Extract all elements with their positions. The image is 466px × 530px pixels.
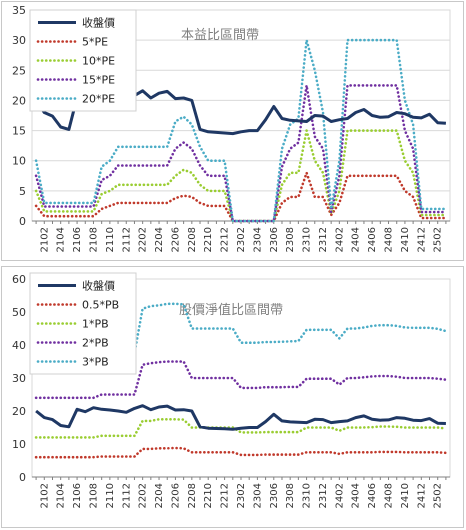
y-tick-label: 50 bbox=[12, 306, 26, 319]
x-tick-label: 2502 bbox=[433, 483, 444, 508]
x-tick-label: 2212 bbox=[220, 483, 231, 508]
x-tick-label: 2404 bbox=[351, 483, 362, 508]
x-tick-label: 2408 bbox=[384, 483, 395, 508]
x-tick-label: 2404 bbox=[351, 227, 362, 252]
chart-title: 股價淨值比區間帶 bbox=[179, 302, 283, 318]
x-tick-label: 2206 bbox=[170, 227, 181, 252]
x-tick-label: 2502 bbox=[433, 227, 444, 252]
series-line-3 bbox=[34, 84, 448, 223]
x-tick-label: 2208 bbox=[187, 227, 198, 252]
legend-label: 5*PE bbox=[82, 36, 108, 49]
x-tick-label: 2306 bbox=[269, 227, 280, 252]
legend-box bbox=[29, 9, 137, 112]
x-tick-label: 2412 bbox=[416, 227, 427, 252]
x-tick-label: 2104 bbox=[56, 483, 67, 508]
series-line-2 bbox=[34, 418, 448, 439]
x-tick-label: 2412 bbox=[416, 483, 427, 508]
x-tick-label: 2308 bbox=[285, 483, 296, 508]
x-tick-label: 2410 bbox=[400, 483, 411, 508]
x-tick-label: 2402 bbox=[334, 483, 345, 508]
x-tick-label: 2402 bbox=[334, 227, 345, 252]
legend-box bbox=[29, 272, 137, 375]
x-tick-label: 2112 bbox=[121, 483, 132, 508]
x-tick-label: 2202 bbox=[138, 483, 149, 508]
series-line-4 bbox=[34, 38, 448, 223]
series-line-3 bbox=[34, 360, 448, 400]
x-tick-label: 2310 bbox=[302, 483, 313, 508]
pe-band-chart: 0 5 10 15 20 25 30 35 2102 2104 2106 2108 2110 2112 22… bbox=[12, 4, 451, 252]
y-tick-label: 0 bbox=[19, 471, 26, 484]
series-line-1 bbox=[34, 446, 448, 459]
pb-band-chart-panel: 0 10 20 30 40 50 60 2102 2104 2106 2108 2110 2112 220… bbox=[1, 266, 464, 528]
x-tick-label: 2202 bbox=[138, 227, 149, 252]
y-tick-label: 30 bbox=[12, 34, 26, 47]
x-tick-label: 2312 bbox=[318, 227, 329, 252]
x-tick-label: 2110 bbox=[105, 483, 116, 508]
chart-title: 本益比區間帶 bbox=[181, 28, 259, 43]
legend-label: 3*PB bbox=[82, 356, 109, 369]
pe-band-chart-panel: 0 5 10 15 20 25 30 35 2102 2104 2106 2108 2110 2112 22… bbox=[1, 1, 464, 261]
y-tick-label: 60 bbox=[12, 273, 26, 286]
x-tick-label: 2408 bbox=[384, 227, 395, 252]
y-tick-label: 30 bbox=[12, 372, 26, 385]
x-tick-label: 2102 bbox=[39, 483, 50, 508]
x-tick-label: 2410 bbox=[400, 227, 411, 252]
y-tick-label: 15 bbox=[12, 125, 26, 138]
legend-label: 2*PB bbox=[82, 337, 109, 350]
x-tick-label: 2108 bbox=[88, 227, 99, 252]
x-tick-label: 2110 bbox=[105, 227, 116, 252]
legend-label: 1*PB bbox=[82, 318, 109, 331]
x-tick-label: 2104 bbox=[56, 227, 67, 252]
y-tick-label: 20 bbox=[12, 405, 26, 418]
x-tick-label: 2406 bbox=[367, 227, 378, 252]
y-tick-label: 25 bbox=[12, 64, 26, 77]
x-tick-label: 2302 bbox=[236, 483, 247, 508]
x-tick-label: 2106 bbox=[72, 483, 83, 508]
pb-band-chart: 0 10 20 30 40 50 60 2102 2104 2106 2108 2110 2112 220… bbox=[12, 272, 451, 508]
y-tick-label: 10 bbox=[12, 155, 26, 168]
x-tick-label: 2212 bbox=[220, 227, 231, 252]
x-tick-label: 2312 bbox=[318, 483, 329, 508]
legend-label: 收盤價 bbox=[82, 16, 115, 30]
y-tick-label: 20 bbox=[12, 94, 26, 107]
legend-label: 收盤價 bbox=[82, 279, 115, 293]
y-tick-label: 35 bbox=[12, 4, 26, 17]
legend-label: 10*PE bbox=[82, 55, 115, 68]
x-tick-label: 2108 bbox=[88, 483, 99, 508]
y-tick-label: 5 bbox=[19, 185, 26, 198]
series-line-1 bbox=[34, 171, 448, 223]
x-tick-label: 2310 bbox=[302, 227, 313, 252]
x-tick-label: 2210 bbox=[203, 483, 214, 508]
x-tick-label: 2106 bbox=[72, 227, 83, 252]
y-tick-label: 0 bbox=[19, 215, 26, 228]
x-tick-label: 2304 bbox=[252, 483, 263, 508]
x-tick-label: 2206 bbox=[170, 483, 181, 508]
legend-label: 20*PE bbox=[82, 93, 115, 106]
x-tick-label: 2210 bbox=[203, 227, 214, 252]
x-tick-label: 2406 bbox=[367, 483, 378, 508]
legend-label: 15*PE bbox=[82, 74, 115, 87]
x-tick-label: 2204 bbox=[154, 483, 165, 508]
y-tick-label: 40 bbox=[12, 339, 26, 352]
x-tick-label: 2208 bbox=[187, 483, 198, 508]
x-tick-label: 2302 bbox=[236, 227, 247, 252]
x-tick-label: 2112 bbox=[121, 227, 132, 252]
legend-label: 0.5*PB bbox=[82, 299, 119, 312]
x-tick-label: 2304 bbox=[252, 227, 263, 252]
x-tick-label: 2102 bbox=[39, 227, 50, 252]
x-tick-label: 2204 bbox=[154, 227, 165, 252]
series-line-0 bbox=[35, 404, 446, 431]
y-tick-label: 10 bbox=[12, 438, 26, 451]
x-tick-label: 2306 bbox=[269, 483, 280, 508]
x-tick-label: 2308 bbox=[285, 227, 296, 252]
